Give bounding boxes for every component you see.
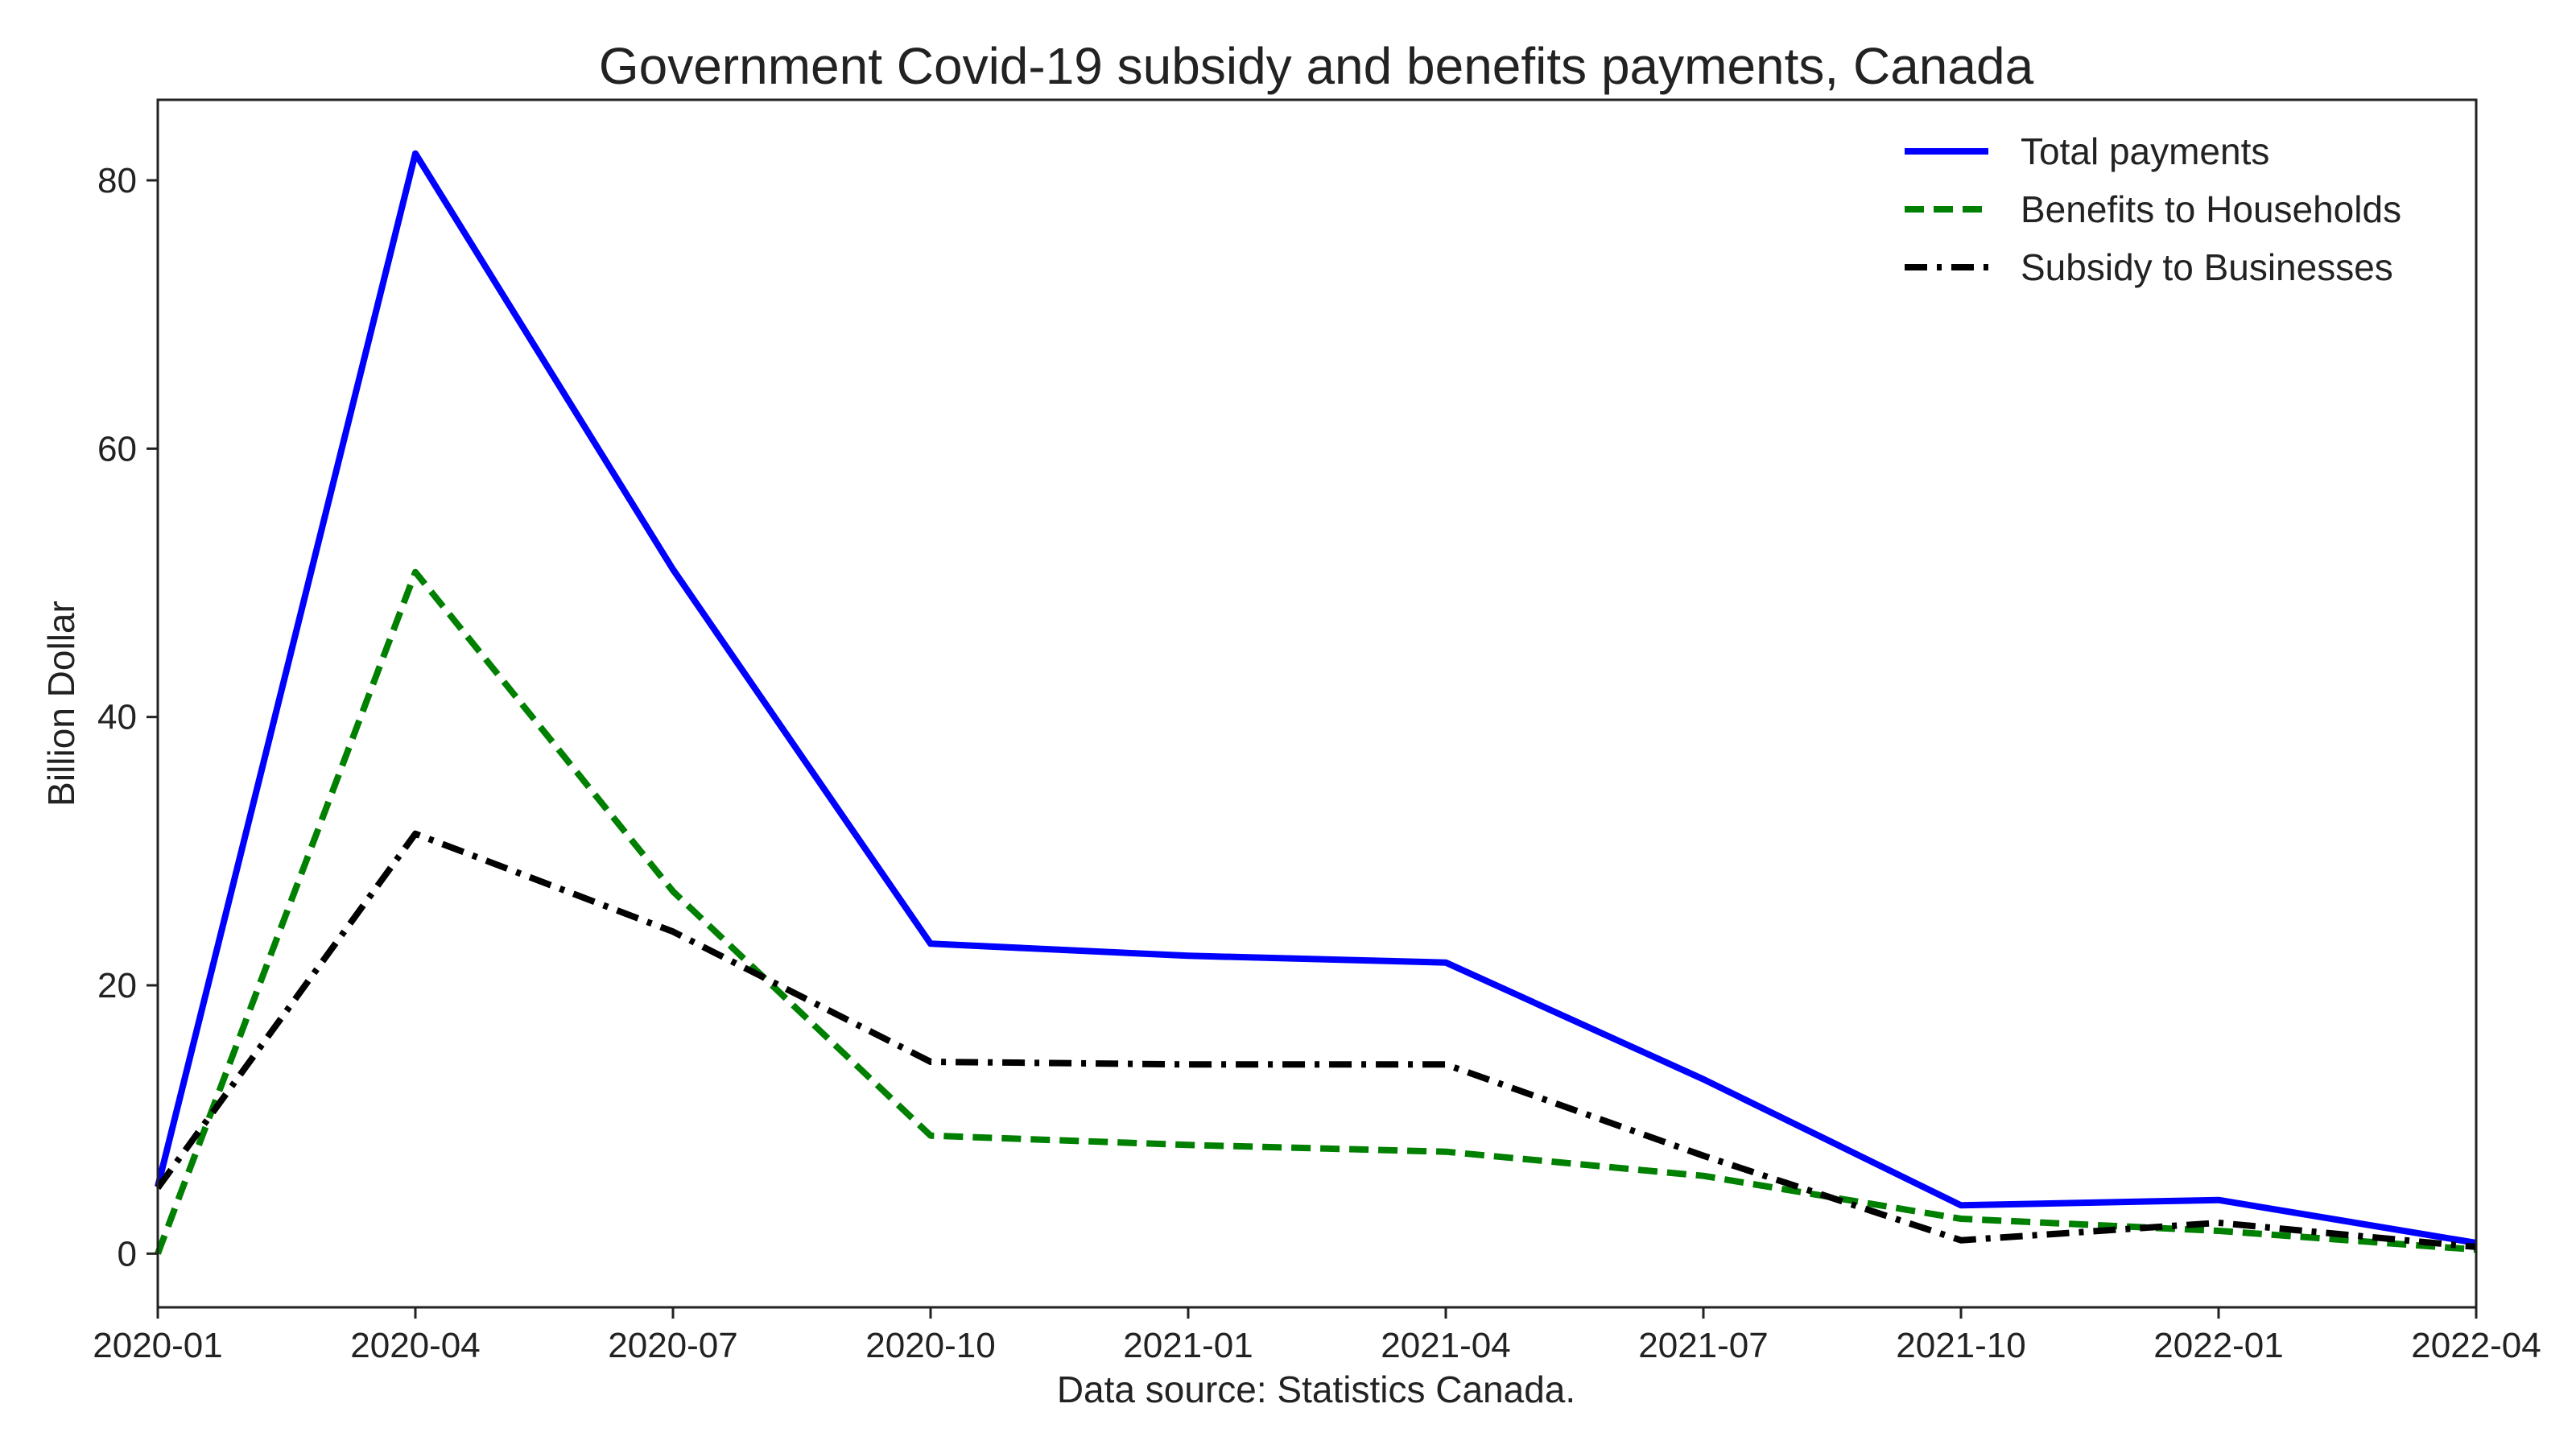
series-line-subsidy-to-businesses [155,830,2477,1250]
y-tick-label: 60 [97,429,137,469]
x-tick-label: 2021-04 [1381,1326,1510,1365]
y-tick-label: 0 [118,1234,137,1274]
y-tick-label: 80 [97,161,137,200]
x-tick-label: 2020-10 [865,1326,995,1365]
series-line-total-payments [155,150,2477,1246]
legend-label: Benefits to Households [2021,188,2401,230]
chart-title: Government Covid-19 subsidy and benefits… [599,37,2034,95]
series-line-benefits-to-households [155,568,2477,1255]
legend-label: Subsidy to Businesses [2021,246,2393,288]
legend-label: Total payments [2021,130,2269,172]
plot-area-frame [156,98,2478,1309]
y-tick-label: 20 [97,966,137,1005]
x-tick-label: 2020-01 [93,1326,222,1365]
x-axis-label: Data source: Statistics Canada. [1057,1368,1575,1410]
x-axis: 2020-01 2020-04 2020-07 2020-10 2021-01 2021-… [93,1307,2541,1365]
y-axis: 0 20 40 60 80 [97,161,158,1274]
x-tick-label: 2020-04 [350,1326,480,1365]
x-tick-label: 2021-10 [1896,1326,2025,1365]
y-axis-label: Billion Dollar [40,601,82,807]
x-tick-label: 2021-07 [1638,1326,1768,1365]
x-tick-label: 2022-04 [2411,1326,2541,1365]
y-tick-label: 40 [97,698,137,737]
x-tick-label: 2020-07 [608,1326,737,1365]
series-layer [155,150,2477,1255]
x-tick-label: 2021-01 [1123,1326,1253,1365]
legend: Total payments Benefits to Households Subs… [1905,130,2401,288]
x-tick-label: 2022-01 [2153,1326,2283,1365]
